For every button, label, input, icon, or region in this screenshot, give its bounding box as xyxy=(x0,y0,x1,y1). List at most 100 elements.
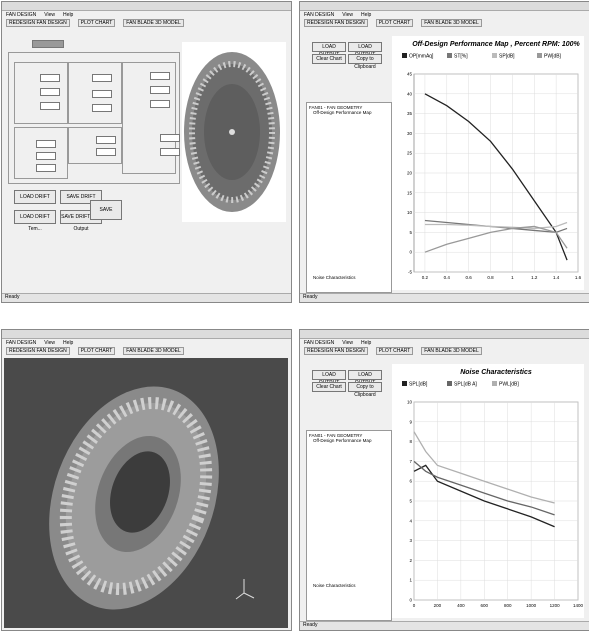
tabs: REDESIGN FAN DESIGN PLOT CHART FAN BLADE 3… xyxy=(300,19,589,27)
y-tick-label: 35 xyxy=(407,111,413,116)
menu-item[interactable]: FAN DESIGN xyxy=(6,340,36,346)
tab[interactable]: PLOT CHART xyxy=(78,19,116,27)
fan-preview xyxy=(182,42,286,222)
button[interactable]: Copy to Clipboard xyxy=(348,54,382,64)
x-tick-label: 600 xyxy=(481,603,489,608)
menu-item[interactable]: FAN DESIGN xyxy=(304,12,334,18)
menu-item[interactable]: Help xyxy=(63,340,73,346)
field[interactable] xyxy=(150,72,170,80)
y-tick-label: 0 xyxy=(409,598,412,603)
field[interactable] xyxy=(160,134,180,142)
y-tick-label: 2 xyxy=(409,558,412,563)
tree-item[interactable]: Off-Design Performance Map xyxy=(309,438,389,443)
tab[interactable]: PLOT CHART xyxy=(78,347,116,355)
button[interactable]: LOAD DRIFT Tem... xyxy=(14,210,56,224)
x-tick-label: 0.2 xyxy=(422,275,429,280)
menu: FAN DESIGN View Help xyxy=(2,339,291,347)
y-tick-label: 9 xyxy=(409,419,412,424)
menu-item[interactable]: Help xyxy=(63,12,73,18)
button[interactable]: Clear Chart xyxy=(312,382,346,392)
y-tick-label: 8 xyxy=(409,439,412,444)
button[interactable]: LOAD OUTPUT xyxy=(312,42,346,52)
field[interactable] xyxy=(32,40,64,48)
y-tick-label: 30 xyxy=(407,131,413,136)
x-tick-label: 1000 xyxy=(526,603,537,608)
tree-item[interactable]: Noise Characteristics xyxy=(309,275,389,280)
tab[interactable]: REDESIGN FAN DESIGN xyxy=(6,19,70,27)
x-tick-label: 1.2 xyxy=(531,275,538,280)
field[interactable] xyxy=(92,74,112,82)
legend-label: SP[dB] xyxy=(499,54,515,60)
window-noise: FAN DESIGN View Help REDESIGN FAN DESIGN PL… xyxy=(299,329,589,631)
title-bar xyxy=(2,2,291,11)
legend-swatch xyxy=(492,53,497,58)
field[interactable] xyxy=(36,164,56,172)
menu-item[interactable]: Help xyxy=(361,12,371,18)
button[interactable]: Clear Chart xyxy=(312,54,346,64)
button[interactable]: LOAD OUTPUT xyxy=(348,42,382,52)
field[interactable] xyxy=(96,136,116,144)
window-design: FAN DESIGN View Help REDESIGN FAN DESIGN PL… xyxy=(1,1,292,303)
menu-item[interactable]: View xyxy=(342,340,353,346)
y-tick-label: 10 xyxy=(407,400,413,405)
field[interactable] xyxy=(40,88,60,96)
button[interactable]: LOAD OUTPUT xyxy=(312,370,346,380)
menu: FAN DESIGN View Help xyxy=(300,11,589,19)
tab[interactable]: FAN BLADE 3D MODEL xyxy=(421,19,481,27)
y-tick-label: 0 xyxy=(409,250,412,255)
menu-item[interactable]: Help xyxy=(361,340,371,346)
menu-item[interactable]: FAN DESIGN xyxy=(6,12,36,18)
legend-label: SPL[dB] xyxy=(409,382,428,388)
legend-swatch xyxy=(402,381,407,386)
y-tick-label: 40 xyxy=(407,91,413,96)
y-tick-label: 25 xyxy=(407,151,413,156)
y-tick-label: 20 xyxy=(407,171,413,176)
tab[interactable]: FAN BLADE 3D MODEL xyxy=(123,19,183,27)
field[interactable] xyxy=(150,100,170,108)
field[interactable] xyxy=(96,148,116,156)
menu-item[interactable]: View xyxy=(44,12,55,18)
legend-swatch xyxy=(447,381,452,386)
field[interactable] xyxy=(40,74,60,82)
field[interactable] xyxy=(92,90,112,98)
tab[interactable]: PLOT CHART xyxy=(376,19,414,27)
tab[interactable]: FAN BLADE 3D MODEL xyxy=(421,347,481,355)
field[interactable] xyxy=(150,86,170,94)
group xyxy=(68,127,122,164)
button[interactable]: Copy to Clipboard xyxy=(348,382,382,392)
status-bar: Ready xyxy=(2,293,291,302)
tab[interactable]: REDESIGN FAN DESIGN xyxy=(304,19,368,27)
button[interactable]: LOAD DRIFT xyxy=(14,190,56,204)
x-tick-label: 1 xyxy=(511,275,514,280)
button[interactable]: SAVE xyxy=(90,200,122,220)
tab[interactable]: FAN BLADE 3D MODEL xyxy=(123,347,183,355)
tab[interactable]: REDESIGN FAN DESIGN xyxy=(304,347,368,355)
x-tick-label: 200 xyxy=(434,603,442,608)
x-tick-label: 1.6 xyxy=(575,275,582,280)
window-plot: FAN DESIGN View Help REDESIGN FAN DESIGN PL… xyxy=(299,1,589,303)
field[interactable] xyxy=(36,152,56,160)
x-tick-label: 1.4 xyxy=(553,275,560,280)
tab[interactable]: REDESIGN FAN DESIGN xyxy=(6,347,70,355)
legend-swatch xyxy=(402,53,407,58)
window-3d: FAN DESIGN View Help REDESIGN FAN DESIGN PL… xyxy=(1,329,292,631)
menu-item[interactable]: FAN DESIGN xyxy=(304,340,334,346)
field[interactable] xyxy=(92,104,112,112)
field[interactable] xyxy=(36,140,56,148)
tree-item[interactable]: Noise Characteristics xyxy=(309,583,389,588)
y-tick-label: 6 xyxy=(409,479,412,484)
x-tick-label: 0.4 xyxy=(444,275,451,280)
y-tick-label: 5 xyxy=(409,499,412,504)
field[interactable] xyxy=(40,102,60,110)
tree-item[interactable]: Off-Design Performance Map xyxy=(309,110,389,115)
menu-item[interactable]: View xyxy=(342,12,353,18)
legend-label: OP[mmAq] xyxy=(409,54,434,60)
x-tick-label: 1400 xyxy=(573,603,584,608)
button[interactable]: LOAD OUTPUT xyxy=(348,370,382,380)
field[interactable] xyxy=(160,148,180,156)
legend-swatch xyxy=(492,381,497,386)
menu-item[interactable]: View xyxy=(44,340,55,346)
tab[interactable]: PLOT CHART xyxy=(376,347,414,355)
